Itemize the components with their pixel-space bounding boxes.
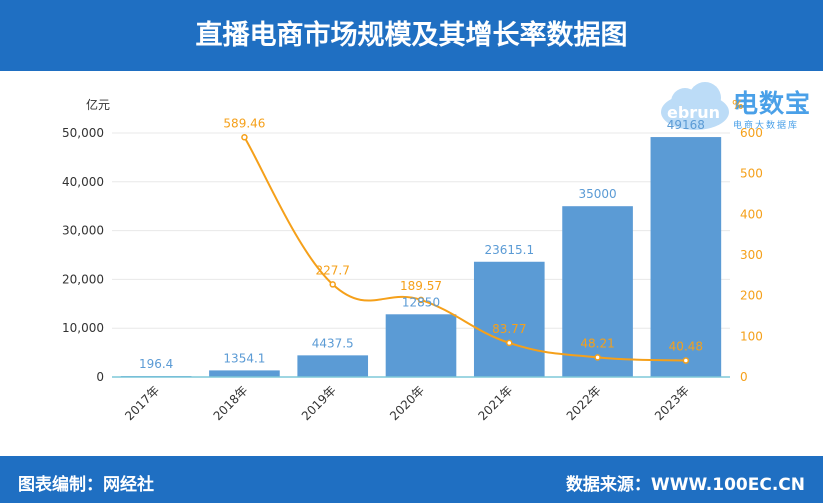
chart-canvas: 196.4 1354.1 4437.5 12850 23615.1 35000 49168 5…: [0, 71, 823, 456]
x-tick-label: 2018年: [211, 383, 251, 423]
growth-rate-point: [330, 282, 335, 287]
x-tick-label: 2023年: [652, 383, 692, 423]
y-right-tick-label: 400: [740, 207, 763, 221]
bar-value-label: 35000: [578, 187, 616, 201]
y-right-unit-label: %: [732, 98, 743, 112]
y-left-tick-label: 10,000: [62, 321, 104, 335]
footer-source: 数据来源：WWW.100EC.CN: [566, 470, 805, 495]
y-right-tick-label: 0: [740, 370, 748, 384]
chart-title: 直播电商市场规模及其增长率数据图: [196, 20, 628, 51]
bar: [297, 355, 368, 377]
footer-credit: 图表编制：网经社: [18, 470, 154, 495]
y-left-tick-label: 40,000: [62, 175, 104, 189]
bar-value-label: 1354.1: [223, 351, 265, 365]
bar-value-label: 196.4: [139, 357, 173, 371]
bar: [474, 262, 545, 377]
y-left-tick-label: 20,000: [62, 272, 104, 286]
x-tick-label: 2020年: [387, 383, 427, 423]
growth-rate-label: 83.77: [492, 322, 526, 336]
x-tick-label: 2019年: [299, 383, 339, 423]
chart-title-bar: 直播电商市场规模及其增长率数据图: [0, 0, 823, 71]
bar-value-label: 49168: [667, 118, 705, 132]
y-right-tick-label: 500: [740, 167, 763, 181]
bar: [209, 370, 280, 377]
y-right-tick-label: 100: [740, 329, 763, 343]
growth-rate-point: [595, 355, 600, 360]
y-right-tick-label: 300: [740, 248, 763, 262]
growth-rate-label: 189.57: [400, 279, 442, 293]
bar-value-label: 12850: [402, 295, 440, 309]
bar-value-label: 4437.5: [312, 336, 354, 350]
x-tick-label: 2017年: [122, 383, 162, 423]
growth-rate-label: 589.46: [223, 116, 265, 130]
growth-rate-point: [242, 135, 247, 140]
growth-rate-point: [507, 340, 512, 345]
x-tick-label: 2021年: [475, 383, 515, 423]
x-tick-label: 2022年: [564, 383, 604, 423]
growth-rate-label: 48.21: [580, 336, 614, 350]
footer-bar: 图表编制：网经社 数据来源：WWW.100EC.CN: [0, 456, 823, 503]
growth-rate-label: 40.48: [669, 340, 703, 354]
y-left-tick-label: 30,000: [62, 224, 104, 238]
growth-rate-label: 227.7: [316, 263, 350, 277]
bar-value-label: 23615.1: [484, 243, 534, 257]
y-right-tick-label: 200: [740, 289, 763, 303]
y-left-tick-label: 0: [96, 370, 104, 384]
growth-rate-point: [683, 358, 688, 363]
y-right-tick-label: 600: [740, 126, 763, 140]
bar: [386, 314, 457, 377]
bar: [562, 206, 633, 377]
y-left-tick-label: 50,000: [62, 126, 104, 140]
y-left-unit-label: 亿元: [86, 97, 110, 112]
